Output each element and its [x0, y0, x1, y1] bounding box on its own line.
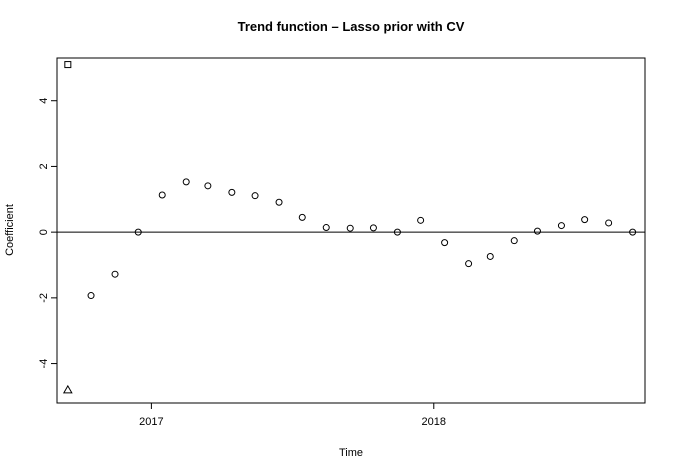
data-point [346, 224, 354, 232]
data-point [629, 228, 637, 236]
data-point-square [64, 61, 72, 69]
x-tick-label: 2017 [139, 416, 163, 428]
data-point [417, 216, 425, 224]
x-tick-label: 2018 [422, 416, 446, 428]
data-point [393, 228, 401, 236]
data-point [369, 224, 377, 232]
y-tick-label: 2 [38, 163, 50, 169]
y-tick-label: -4 [38, 359, 50, 369]
data-point [87, 292, 95, 300]
data-point [605, 219, 613, 227]
y-tick-label: 0 [38, 229, 50, 235]
data-points [62, 61, 637, 394]
data-point-triangle [62, 384, 73, 394]
data-point [465, 260, 473, 268]
data-point [134, 228, 142, 236]
data-point [298, 213, 306, 221]
x-axis: 2017 2018 [139, 403, 446, 428]
x-axis-label: Time [339, 447, 363, 459]
data-point [182, 178, 190, 186]
data-point [111, 270, 119, 278]
y-tick-label: -2 [38, 293, 50, 303]
data-point [204, 182, 212, 190]
plot-frame [56, 57, 646, 404]
data-point [441, 239, 449, 247]
data-point [581, 216, 589, 224]
chart-title: Trend function – Lasso prior with CV [238, 19, 465, 34]
data-point [275, 198, 283, 206]
data-point [251, 192, 259, 200]
data-point [510, 237, 518, 245]
y-axis-label: Coefficient [4, 204, 16, 256]
data-point [486, 252, 494, 260]
data-point [158, 191, 166, 199]
data-point [322, 224, 330, 232]
data-point [533, 227, 541, 235]
data-point [228, 188, 236, 196]
data-point [557, 222, 565, 230]
y-axis: -4 -2 0 2 4 [38, 98, 57, 369]
y-tick-label: 4 [38, 98, 50, 104]
